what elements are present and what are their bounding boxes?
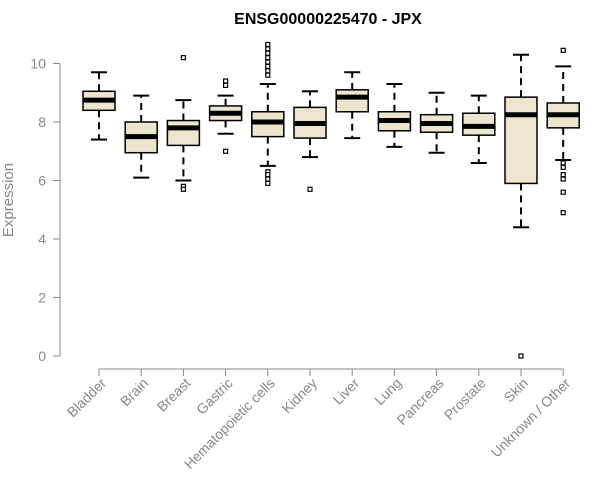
x-tick-label: Kidney — [279, 375, 321, 417]
box-lung — [377, 82, 412, 148]
y-tick-label: 8 — [38, 114, 46, 130]
outlier-point — [223, 82, 229, 89]
x-tick-label: Unknown / Other — [488, 375, 574, 461]
iqr-box — [504, 96, 538, 185]
outlier-point — [560, 176, 566, 182]
box-liver — [335, 71, 369, 140]
outlier-point — [265, 55, 271, 61]
outlier-point — [223, 78, 229, 84]
box-breast — [166, 55, 201, 192]
outlier-point — [265, 72, 271, 78]
outlier-point — [265, 46, 271, 52]
outlier-point — [265, 63, 271, 70]
x-tick-label: Breast — [154, 375, 194, 415]
x-tick-label: Skin — [501, 375, 532, 406]
outlier-point — [265, 176, 271, 182]
box-prostate — [462, 94, 496, 164]
box-brain — [124, 94, 158, 179]
boxes-group — [82, 41, 580, 359]
outlier-point — [518, 353, 524, 359]
y-tick-label: 10 — [30, 56, 46, 72]
box-skin — [504, 53, 538, 359]
outlier-point — [265, 50, 271, 56]
x-tick-label: Pancreas — [394, 375, 447, 428]
box-hematopoietic-cells — [251, 41, 285, 187]
outlier-point — [265, 68, 271, 74]
outlier-point — [307, 186, 313, 192]
y-axis-label: Expression — [0, 163, 17, 237]
x-tick-label: Brain — [117, 375, 151, 409]
outlier-point — [265, 172, 271, 178]
outlier-point — [560, 47, 566, 53]
box-unknown-other — [546, 47, 580, 216]
y-tick-label: 0 — [38, 348, 46, 364]
outlier-point — [560, 160, 566, 166]
outlier-point — [560, 189, 566, 195]
outlier-point — [265, 59, 271, 65]
iqr-box — [335, 89, 369, 113]
chart-title: ENSG00000225470 - JPX — [234, 11, 422, 28]
outlier-point — [180, 186, 186, 192]
x-tick-label: Lung — [371, 375, 404, 408]
y-tick-label: 2 — [38, 290, 46, 306]
box-bladder — [82, 71, 116, 141]
outlier-point — [265, 41, 271, 48]
box-kidney — [293, 90, 327, 192]
outlier-point — [180, 55, 186, 61]
outlier-point — [265, 180, 271, 187]
box-pancreas — [419, 91, 454, 154]
outlier-point — [560, 172, 566, 178]
box-gastric — [208, 78, 243, 154]
y-axis: 0 2 4 6 8 10 — [30, 56, 61, 364]
x-tick-label: Liver — [330, 375, 363, 408]
outlier-point — [560, 210, 566, 216]
outlier-point — [560, 164, 566, 170]
x-tick-label: Bladder — [64, 375, 110, 421]
y-tick-label: 4 — [38, 231, 46, 247]
y-tick-label: 6 — [38, 173, 46, 189]
iqr-box — [166, 119, 201, 147]
x-tick-label: Prostate — [441, 375, 489, 423]
outlier-point — [223, 148, 229, 154]
